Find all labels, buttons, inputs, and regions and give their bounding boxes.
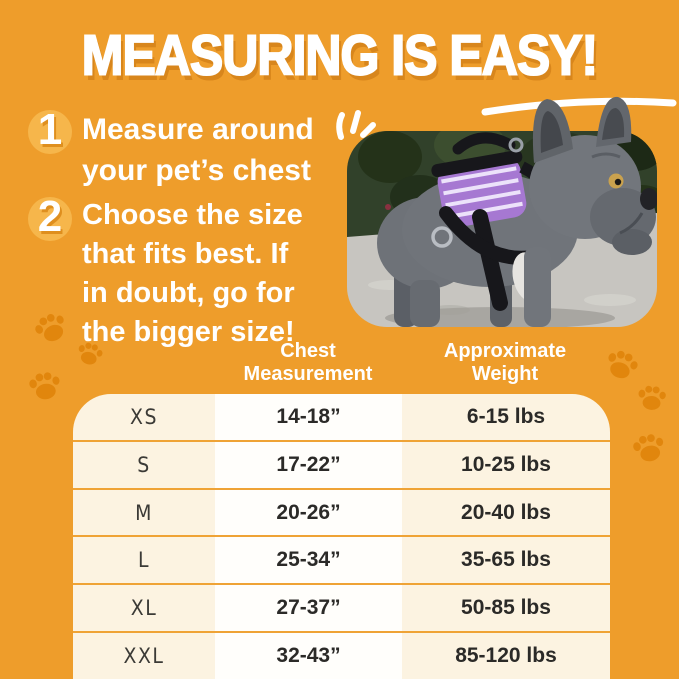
size-cell: S [137, 452, 151, 477]
step-1-number: 1 [37, 105, 63, 154]
weight-cell: 50-85 lbs [461, 596, 551, 620]
size-cell: XL [130, 596, 158, 621]
step-1-text: Measure around your pet’s chest [82, 113, 314, 187]
step-1-badge: 1 [28, 105, 72, 154]
chest-cell: 14-18” [276, 404, 341, 428]
paw-icon [28, 305, 75, 350]
chest-cell: 17-22” [276, 452, 341, 476]
weight-cell: 6-15 lbs [466, 404, 546, 428]
weight-cell: 35-65 lbs [461, 548, 551, 572]
chest-cell: 27-37” [276, 596, 341, 620]
chest-cell: 25-34” [276, 548, 341, 572]
paw-icon [73, 337, 108, 370]
paw-icon [628, 428, 670, 468]
paw-icon [599, 343, 644, 386]
weight-cell: 85-120 lbs [455, 644, 557, 668]
step-2-text: Choose the size that fits best. If in do… [82, 199, 303, 348]
step-2-number: 2 [37, 192, 63, 241]
paw-icon [25, 367, 65, 405]
chest-cell: 20-26” [276, 500, 341, 524]
table-row: L 25-34” 35-65 lbs [73, 537, 610, 586]
size-cell: XXL [123, 644, 165, 669]
table-row: M 20-26” 20-40 lbs [73, 490, 610, 538]
table-row: XXL 32-43” 85-120 lbs [73, 633, 610, 679]
page-title: MEASURING IS EASY! [81, 22, 599, 88]
size-chart-table: XS 14-18” 6-15 lbs S 17-22” 10-25 lbs M … [73, 394, 610, 679]
weight-cell: 10-25 lbs [461, 452, 551, 476]
chest-measurement-header: Chest Measurement [243, 340, 373, 385]
table-row: S 17-22” 10-25 lbs [73, 442, 610, 490]
weight-cell: 20-40 lbs [461, 500, 551, 524]
swoosh-underline-icon [481, 93, 677, 119]
paw-icon [635, 381, 670, 413]
size-cell: L [137, 548, 151, 573]
table-row: XS 14-18” 6-15 lbs [73, 394, 610, 442]
sparkle-icon [331, 97, 377, 145]
size-cell: XS [130, 404, 158, 429]
approximate-weight-header: Approximate Weight [443, 340, 567, 385]
step-2-badge: 2 [28, 192, 72, 241]
table-row: XL 27-37” 50-85 lbs [73, 585, 610, 634]
dog-illustration [377, 96, 657, 327]
size-cell: M [135, 500, 153, 525]
chest-cell: 32-43” [276, 644, 341, 668]
dog-photo [347, 96, 657, 327]
